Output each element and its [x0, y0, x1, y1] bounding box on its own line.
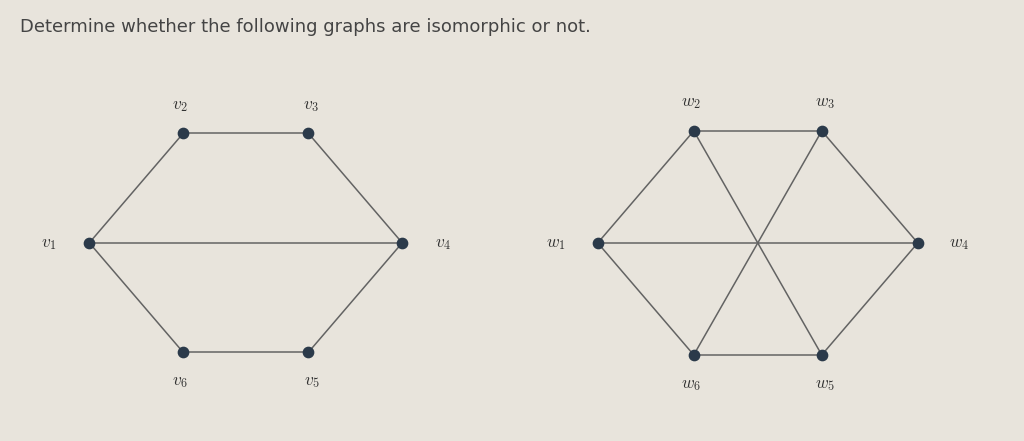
Point — [394, 239, 411, 247]
Text: $w_2$: $w_2$ — [681, 93, 700, 111]
Point — [300, 349, 316, 356]
Text: $v_5$: $v_5$ — [303, 371, 319, 389]
Point — [909, 239, 926, 247]
Text: $v_2$: $v_2$ — [172, 96, 188, 114]
Text: $v_3$: $v_3$ — [303, 96, 319, 114]
Point — [81, 239, 97, 247]
Text: $v_4$: $v_4$ — [435, 234, 451, 252]
Point — [814, 351, 830, 359]
Point — [590, 239, 606, 247]
Text: $w_4$: $w_4$ — [949, 234, 970, 252]
Point — [175, 349, 191, 356]
Text: $w_6$: $w_6$ — [681, 375, 700, 393]
Text: Determine whether the following graphs are isomorphic or not.: Determine whether the following graphs a… — [20, 18, 591, 36]
Text: $w_5$: $w_5$ — [815, 375, 835, 393]
Text: $v_1$: $v_1$ — [41, 234, 56, 252]
Point — [175, 130, 191, 137]
Point — [814, 127, 830, 135]
Point — [685, 127, 701, 135]
Text: $w_1$: $w_1$ — [547, 234, 566, 252]
Point — [685, 351, 701, 359]
Text: $w_3$: $w_3$ — [815, 93, 835, 111]
Text: $v_6$: $v_6$ — [172, 371, 188, 389]
Point — [300, 130, 316, 137]
